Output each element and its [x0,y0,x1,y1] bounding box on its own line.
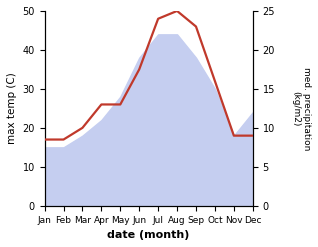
X-axis label: date (month): date (month) [107,230,190,240]
Y-axis label: max temp (C): max temp (C) [7,72,17,144]
Y-axis label: med. precipitation
(kg/m2): med. precipitation (kg/m2) [292,67,311,150]
